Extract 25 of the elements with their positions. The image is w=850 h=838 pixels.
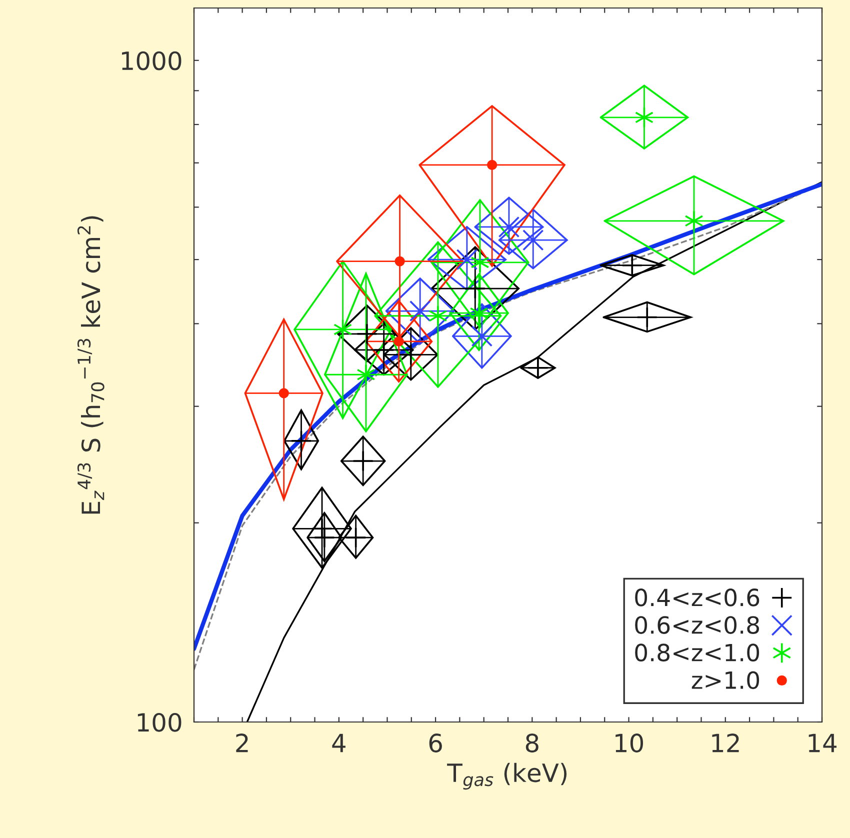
x-tick-label: 6 bbox=[429, 734, 442, 752]
y-tick-label: 1000 bbox=[122, 51, 182, 70]
point bbox=[428, 305, 448, 326]
point bbox=[486, 160, 498, 170]
point bbox=[394, 336, 404, 347]
point bbox=[636, 306, 658, 328]
x-tick-label: 10 bbox=[616, 734, 644, 752]
x-tick-label: 4 bbox=[332, 734, 346, 752]
legend-label: 0.8<z<1.0 bbox=[635, 644, 760, 662]
point bbox=[684, 210, 704, 232]
point bbox=[470, 252, 490, 274]
x-tick-label: 14 bbox=[808, 734, 837, 752]
y-tick-label: 100 bbox=[138, 712, 182, 732]
x-tick-label: 12 bbox=[712, 734, 739, 752]
legend-label: 0.4<z<0.6 bbox=[635, 588, 760, 606]
point bbox=[394, 256, 405, 266]
point bbox=[278, 388, 289, 398]
x-tick-label: 8 bbox=[526, 734, 538, 752]
legend-label: z>1.0 bbox=[692, 671, 760, 690]
legend-label: 0.6<z<0.8 bbox=[635, 616, 759, 634]
x-tick-label: 2 bbox=[236, 734, 248, 752]
line-series bbox=[246, 181, 822, 722]
x-axis-title: T$_{gas}$ (keV) bbox=[447, 762, 567, 790]
point bbox=[356, 364, 376, 386]
text: E$_{z}$$^{4/3}$ S (h$_{70}$$^{−1/3}$ keV cm$^{2}$) bbox=[77, 216, 104, 514]
